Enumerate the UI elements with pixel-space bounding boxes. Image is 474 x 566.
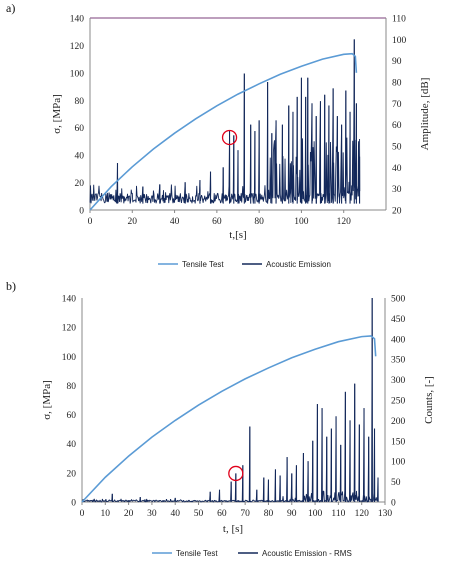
chart-b: b) 0 10 20 30 40 50 60 70 80 90 100 110 120 130 0 20 40… [6, 279, 435, 558]
panel-label-b: b) [6, 279, 16, 293]
y-tick-label: 40 [75, 152, 85, 162]
chart-a-xlabel: t,[s] [229, 229, 246, 241]
chart-a-y2label: Amplitude, [dB] [419, 78, 431, 151]
chart-a-y2-ticks: 20 30 40 50 60 70 80 90 100 110 [392, 15, 407, 217]
chart-b-highlight-circle [228, 465, 244, 482]
y2-tick-label: 500 [391, 295, 406, 305]
y-tick-label: 20 [67, 469, 77, 479]
x-tick-label: 80 [254, 217, 264, 227]
x-tick-label: 110 [331, 509, 345, 519]
y2-tick-label: 40 [392, 164, 402, 174]
chart-a-legend: Tensile Test Acoustic Emission [158, 260, 331, 269]
x-tick-label: 40 [170, 509, 180, 519]
chart-a-x-ticks: 0 20 40 60 80 100 120 [88, 210, 351, 227]
y2-tick-label: 50 [392, 143, 402, 153]
y-tick-label: 100 [62, 353, 77, 363]
x-tick-label: 60 [217, 509, 227, 519]
x-tick-label: 100 [308, 509, 323, 519]
x-tick-label: 60 [212, 217, 222, 227]
chart-a-emission-series [89, 39, 361, 204]
x-tick-label: 90 [287, 509, 297, 519]
y-tick-label: 60 [75, 124, 85, 134]
chart-b-x-ticks: 0 10 20 30 40 50 60 70 80 90 100 110 120 130 [80, 502, 393, 519]
y-tick-label: 0 [79, 207, 84, 217]
y2-tick-label: 350 [391, 356, 406, 366]
x-tick-label: 70 [240, 509, 250, 519]
y-tick-label: 40 [67, 440, 77, 450]
legend-a-emission-label: Acoustic Emission [266, 260, 331, 269]
x-tick-label: 0 [88, 217, 93, 227]
panel-label-a: a) [6, 1, 15, 15]
emission-signal-line [81, 297, 379, 503]
y2-tick-label: 150 [391, 437, 406, 447]
x-tick-label: 130 [378, 509, 393, 519]
x-tick-label: 10 [101, 509, 111, 519]
chart-a: a) 0 20 40 60 80 100 120 0 20 40 60 80 100 120 140 20… [6, 1, 431, 269]
y2-tick-label: 60 [392, 121, 402, 131]
legend-b-emission-label: Acoustic Emission - RMS [262, 549, 352, 558]
emission-signal-line [89, 39, 361, 204]
chart-b-emission-series [81, 297, 379, 503]
y-tick-label: 140 [70, 15, 85, 25]
y2-tick-label: 100 [392, 36, 407, 46]
chart-a-highlight-circle [221, 129, 238, 146]
y2-tick-label: 90 [392, 57, 402, 67]
y-tick-label: 60 [67, 411, 77, 421]
y2-tick-label: 0 [391, 499, 396, 509]
y2-tick-label: 200 [391, 417, 406, 427]
x-tick-label: 30 [147, 509, 157, 519]
chart-b-xlabel: t, [s] [223, 523, 243, 535]
y2-tick-label: 100 [391, 458, 406, 468]
x-tick-label: 0 [80, 509, 85, 519]
chart-b-legend: Tensile Test Acoustic Emission - RMS [152, 549, 352, 558]
chart-b-tensile-line [81, 335, 377, 503]
x-tick-label: 120 [337, 217, 352, 227]
x-tick-label: 40 [170, 217, 180, 227]
y2-tick-label: 50 [391, 478, 401, 488]
y-tick-label: 100 [70, 69, 85, 79]
y-tick-label: 120 [62, 324, 77, 334]
y-tick-label: 0 [71, 499, 76, 509]
chart-a-tensile-line [89, 52, 358, 211]
y2-tick-label: 30 [392, 185, 402, 195]
x-tick-label: 100 [294, 217, 309, 227]
y2-tick-label: 250 [391, 397, 406, 407]
y2-tick-label: 400 [391, 335, 406, 345]
x-tick-label: 120 [355, 509, 370, 519]
chart-a-y-ticks: 0 20 40 60 80 100 120 140 [70, 15, 85, 217]
chart-b-y2-ticks: 0 50 100 150 200 250 300 350 400 450 500 [391, 295, 406, 509]
chart-b-ylabel: σ, [MPa] [41, 380, 53, 420]
chart-b-y2label: Counts, [-] [423, 376, 435, 424]
y-tick-label: 120 [70, 42, 85, 52]
chart-b-y-ticks: 0 20 40 60 80 100 120 140 [62, 295, 77, 509]
y-tick-label: 20 [75, 179, 85, 189]
x-tick-label: 80 [264, 509, 274, 519]
y-tick-label: 80 [67, 382, 77, 392]
y2-tick-label: 110 [392, 15, 406, 25]
legend-a-tensile-label: Tensile Test [182, 260, 224, 269]
y-tick-label: 140 [62, 295, 77, 305]
y2-tick-label: 70 [392, 100, 402, 110]
y2-tick-label: 80 [392, 79, 402, 89]
y2-tick-label: 300 [391, 376, 406, 386]
y-tick-label: 80 [75, 97, 85, 107]
y2-tick-label: 20 [392, 207, 402, 217]
legend-b-tensile-label: Tensile Test [176, 549, 218, 558]
x-tick-label: 50 [194, 509, 204, 519]
chart-a-ylabel: σ, [MPa] [51, 94, 63, 134]
x-tick-label: 20 [128, 217, 138, 227]
x-tick-label: 20 [124, 509, 134, 519]
y2-tick-label: 450 [391, 315, 406, 325]
